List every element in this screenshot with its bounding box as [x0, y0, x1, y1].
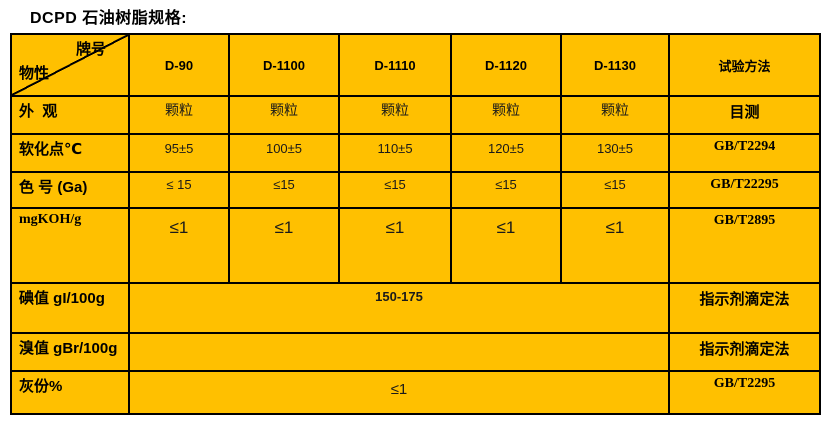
- row-label: 灰份%: [10, 370, 130, 415]
- column-header-d1130: D-1130: [560, 33, 670, 97]
- dcpd-spec-table: 牌号 物性 D-90 D-1100 D-1110 D-1120 D-1130 试…: [10, 33, 821, 415]
- header-row: 牌号 物性 D-90 D-1100 D-1110 D-1120 D-1130 试…: [10, 33, 821, 97]
- merged-value-cell: 150-175: [128, 282, 670, 334]
- value-cell: ≤15: [450, 171, 562, 209]
- row-label: 碘值 gI/100g: [10, 282, 130, 334]
- row-label: 色 号 (Ga): [10, 171, 130, 209]
- value-cell: 95±5: [128, 133, 230, 173]
- value-cell: 颗粒: [128, 95, 230, 135]
- row-label: 外 观: [10, 95, 130, 135]
- method-cell: 目测: [668, 95, 821, 135]
- value-cell: 100±5: [228, 133, 340, 173]
- method-cell: GB/T2295: [668, 370, 821, 415]
- value-cell: 130±5: [560, 133, 670, 173]
- value-cell: 颗粒: [560, 95, 670, 135]
- corner-diagonal-cell: 牌号 物性: [10, 33, 130, 97]
- method-cell: 指示剂滴定法: [668, 282, 821, 334]
- value-cell: ≤1: [128, 207, 230, 284]
- value-cell: ≤1: [228, 207, 340, 284]
- row-label: 软化点℃: [10, 133, 130, 173]
- corner-brand-label: 牌号: [75, 41, 106, 58]
- value-cell: 120±5: [450, 133, 562, 173]
- row-label: mgKOH/g: [10, 207, 130, 284]
- value-cell: 颗粒: [450, 95, 562, 135]
- table-row-color-number: 色 号 (Ga) ≤ 15 ≤15 ≤15 ≤15 ≤15 GB/T22295: [10, 171, 821, 209]
- value-cell: ≤15: [560, 171, 670, 209]
- table-row-ash-content: 灰份% ≤1 GB/T2295: [10, 370, 821, 415]
- column-header-d1100: D-1100: [228, 33, 340, 97]
- value-cell: ≤1: [450, 207, 562, 284]
- value-cell: ≤1: [338, 207, 452, 284]
- value-cell: 颗粒: [338, 95, 452, 135]
- column-header-d1110: D-1110: [338, 33, 452, 97]
- method-cell: GB/T2294: [668, 133, 821, 173]
- column-header-d1120: D-1120: [450, 33, 562, 97]
- table-row-acid-value: mgKOH/g ≤1 ≤1 ≤1 ≤1 ≤1 GB/T2895: [10, 207, 821, 284]
- merged-value-cell: [128, 332, 670, 372]
- column-header-test-method: 试验方法: [668, 33, 821, 97]
- table-row-appearance: 外 观 颗粒 颗粒 颗粒 颗粒 颗粒 目测: [10, 95, 821, 135]
- page-title: DCPD 石油树脂规格:: [30, 10, 188, 27]
- table-row-bromine-value: 溴值 gBr/100g 指示剂滴定法: [10, 332, 821, 372]
- value-cell: ≤1: [560, 207, 670, 284]
- row-label: 溴值 gBr/100g: [10, 332, 130, 372]
- method-cell: GB/T22295: [668, 171, 821, 209]
- column-header-d90: D-90: [128, 33, 230, 97]
- value-cell: 110±5: [338, 133, 452, 173]
- table-row-iodine-value: 碘值 gI/100g 150-175 指示剂滴定法: [10, 282, 821, 334]
- value-cell: ≤15: [228, 171, 340, 209]
- merged-value-cell: ≤1: [128, 370, 670, 415]
- value-cell: ≤ 15: [128, 171, 230, 209]
- corner-property-label: 物性: [19, 65, 50, 82]
- value-cell: ≤15: [338, 171, 452, 209]
- table-row-softening-point: 软化点℃ 95±5 100±5 110±5 120±5 130±5 GB/T22…: [10, 133, 821, 173]
- value-cell: 颗粒: [228, 95, 340, 135]
- method-cell: 指示剂滴定法: [668, 332, 821, 372]
- method-cell: GB/T2895: [668, 207, 821, 284]
